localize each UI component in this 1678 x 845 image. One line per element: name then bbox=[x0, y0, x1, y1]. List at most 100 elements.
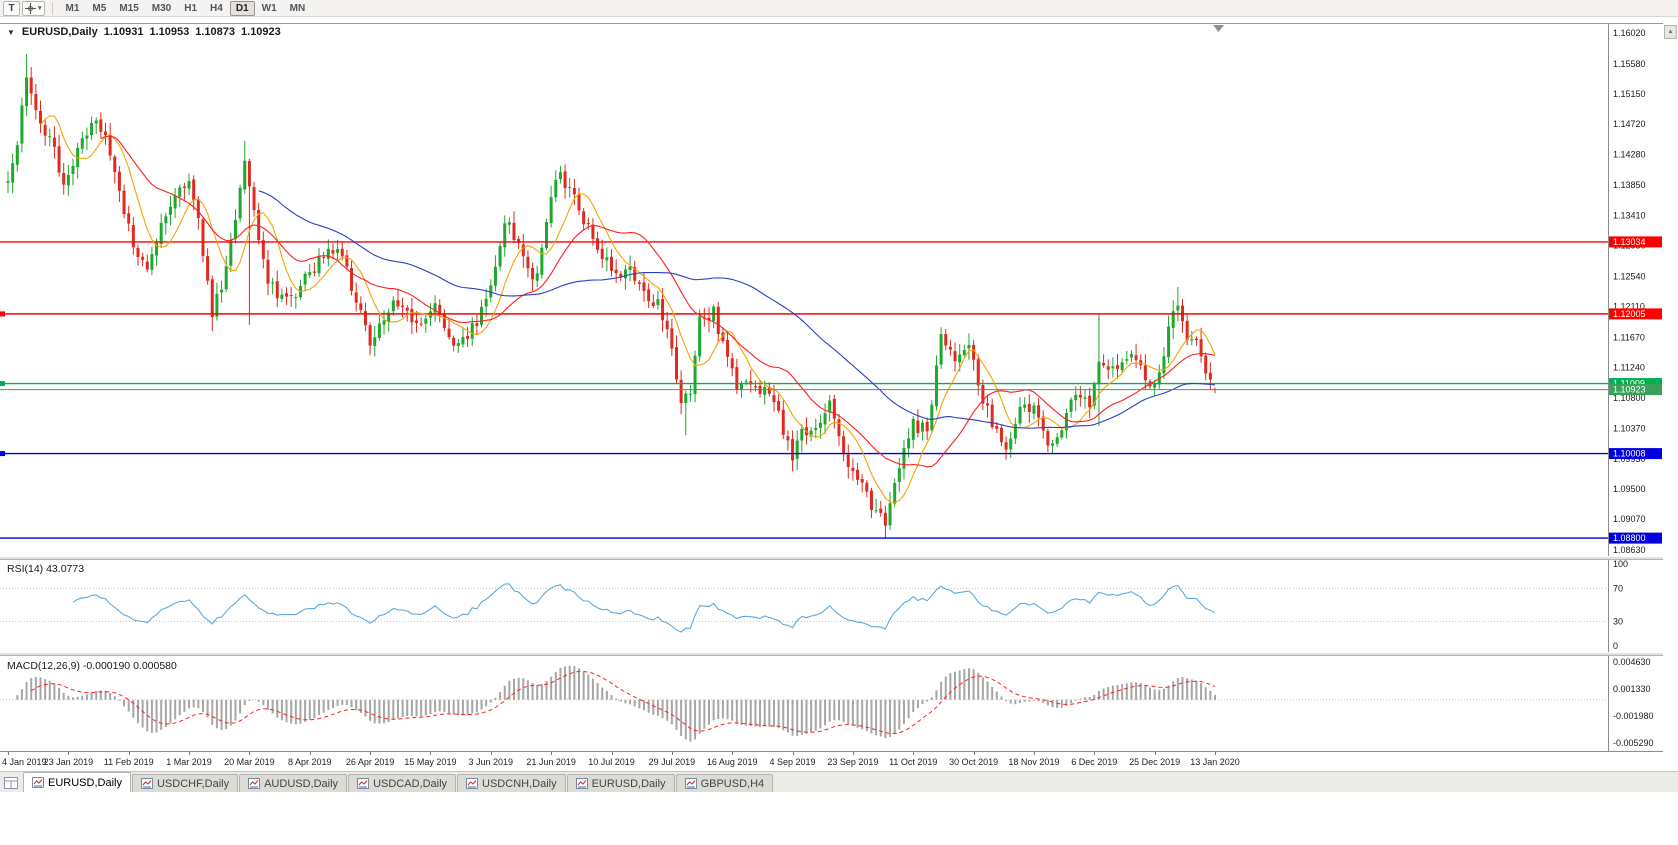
toolbar-button-t-label: T bbox=[8, 2, 15, 14]
chart-tab-label: USDCAD,Daily bbox=[373, 777, 448, 790]
toolbar-button-t[interactable]: T bbox=[3, 0, 20, 16]
chart-shift-marker[interactable] bbox=[1213, 25, 1224, 32]
time-axis-label: 20 Mar 2019 bbox=[224, 757, 275, 767]
time-axis-label: 3 Jun 2019 bbox=[468, 757, 514, 767]
line-anchor-marker[interactable] bbox=[0, 311, 5, 317]
charts-grid-icon bbox=[4, 776, 18, 789]
price-axis-label: 1.14720 bbox=[1613, 119, 1646, 129]
current-price-label bbox=[1609, 384, 1662, 396]
price-axis-label: 1.09070 bbox=[1613, 514, 1646, 524]
toolbar-separator bbox=[51, 1, 53, 15]
ohlc-low: 1.10873 bbox=[195, 26, 236, 38]
time-axis-tick bbox=[68, 752, 70, 755]
ohlc-high: 1.10953 bbox=[149, 26, 190, 38]
horizontal-lines[interactable] bbox=[0, 241, 1608, 539]
timeframe-button-h1[interactable]: H1 bbox=[178, 1, 203, 16]
time-axis-tick bbox=[671, 752, 673, 755]
cursor-tool-button[interactable]: ▾ bbox=[22, 0, 45, 16]
ma-mid-line bbox=[100, 135, 1216, 468]
scroll-up-button[interactable]: ▲ bbox=[1664, 25, 1677, 39]
macd-histogram bbox=[16, 665, 1216, 742]
hline-price-label bbox=[1609, 236, 1662, 248]
time-axis-tick bbox=[1154, 752, 1156, 755]
macd-label: MACD(12,26,9) -0.000190 0.000580 bbox=[7, 660, 177, 672]
time-axis-label: 8 Apr 2019 bbox=[287, 757, 332, 767]
chart-tab-label: AUDUSD,Daily bbox=[264, 777, 339, 790]
chart-tabs: EURUSD,Daily USDCHF,Daily AUDUSD,Daily USDC… bbox=[23, 772, 774, 792]
chart-title: ▼ EURUSD,Daily 1.10931 1.10953 1.10873 1… bbox=[7, 26, 281, 38]
svg-text:1.08800: 1.08800 bbox=[1613, 533, 1646, 543]
chart-tab-gbpusd-h4[interactable]: GBPUSD,H4 bbox=[675, 774, 774, 792]
rsi-indicator-panel[interactable]: 100 70 30 0 bbox=[0, 560, 1663, 652]
time-axis-label: 4 Jan 2019 bbox=[2, 757, 47, 767]
chart-tab-eurusd-daily[interactable]: EURUSD,Daily bbox=[23, 772, 131, 792]
time-axis-label: 30 Oct 2019 bbox=[949, 757, 999, 767]
timeframe-button-d1[interactable]: D1 bbox=[229, 0, 255, 16]
time-axis-tick bbox=[1033, 752, 1035, 755]
chart-tab-usdcnh-daily[interactable]: USDCNH,Daily bbox=[457, 774, 566, 792]
macd-axis-label: 0.001330 bbox=[1613, 684, 1651, 694]
time-axis-label: 10 Jul 2019 bbox=[588, 757, 635, 767]
time-axis-label: 4 Sep 2019 bbox=[769, 757, 816, 767]
timeframe-button-m5[interactable]: M5 bbox=[86, 1, 112, 16]
one-click-trading-arrow-icon[interactable]: ▼ bbox=[7, 27, 15, 37]
price-axis-label: 1.10800 bbox=[1613, 393, 1646, 403]
timeframe-button-m30[interactable]: M30 bbox=[146, 1, 177, 16]
tab-bar-menu-icon[interactable] bbox=[2, 774, 20, 791]
price-axis-label: 1.08630 bbox=[1613, 545, 1646, 555]
price-axis[interactable]: 1.16020 1.15580 1.15150 1.14720 1.14280 1.138… bbox=[1613, 28, 1646, 555]
chart-tab-label: EURUSD,Daily bbox=[48, 776, 122, 789]
time-axis-tick bbox=[973, 752, 975, 755]
macd-axis-label: 0.004630 bbox=[1613, 657, 1651, 667]
price-axis-label: 1.12110 bbox=[1613, 302, 1645, 312]
macd-signal-line bbox=[30, 670, 1216, 735]
time-axis-tick bbox=[189, 752, 191, 755]
rsi-line bbox=[72, 583, 1216, 633]
chart-tab-audusd-daily[interactable]: AUDUSD,Daily bbox=[239, 774, 348, 792]
price-axis-label: 1.16020 bbox=[1613, 28, 1646, 38]
dropdown-caret-icon: ▾ bbox=[38, 5, 42, 12]
svg-text:1.10923: 1.10923 bbox=[1613, 385, 1646, 395]
macd-indicator-panel[interactable]: 0.004630 0.001330 -0.001980 -0.005290 bbox=[0, 656, 1663, 751]
chart-tab-icon bbox=[248, 778, 261, 789]
line-anchor-marker[interactable] bbox=[0, 451, 5, 457]
timeframe-button-w1[interactable]: W1 bbox=[256, 1, 283, 16]
line-anchor-marker[interactable] bbox=[0, 381, 5, 387]
time-axis-tick bbox=[1094, 752, 1096, 755]
time-axis-label: 15 May 2019 bbox=[404, 757, 457, 767]
timeframe-button-m15[interactable]: M15 bbox=[113, 1, 144, 16]
price-axis-label: 1.11240 bbox=[1613, 362, 1645, 372]
time-axis-tick bbox=[792, 752, 794, 755]
price-axis-label: 1.11670 bbox=[1613, 332, 1645, 342]
price-axis-label: 1.15150 bbox=[1613, 89, 1646, 99]
price-axis-label: 1.15580 bbox=[1613, 59, 1646, 69]
chart-tab-eurusd-daily[interactable]: EURUSD,Daily bbox=[566, 774, 675, 792]
rsi-axis-label: 0 bbox=[1613, 641, 1618, 651]
time-axis-label: 11 Feb 2019 bbox=[103, 757, 154, 767]
timeframe-button-h4[interactable]: H4 bbox=[204, 1, 229, 16]
rsi-label: RSI(14) 43.0773 bbox=[7, 563, 85, 575]
chart-tab-usdchf-daily[interactable]: USDCHF,Daily bbox=[131, 774, 239, 792]
time-axis[interactable]: 4 Jan 2019 23 Jan 2019 11 Feb 2019 1 Mar 20… bbox=[0, 751, 1663, 769]
time-axis-tick bbox=[430, 752, 432, 755]
panel-splitter[interactable] bbox=[0, 652, 1663, 656]
time-axis-label: 13 Jan 2020 bbox=[1190, 757, 1240, 767]
main-price-chart[interactable]: 1.16020 1.15580 1.15150 1.14720 1.14280 1.138… bbox=[0, 23, 1663, 556]
chart-tab-icon bbox=[466, 778, 479, 789]
ohlc-open: 1.10931 bbox=[103, 26, 144, 38]
timeframe-button-m1[interactable]: M1 bbox=[60, 1, 86, 16]
price-axis-label: 1.13850 bbox=[1613, 180, 1646, 190]
time-axis-label: 16 Aug 2019 bbox=[706, 757, 758, 767]
macd-axis-label: -0.005290 bbox=[1613, 738, 1654, 748]
time-axis-label: 6 Dec 2019 bbox=[1071, 757, 1118, 767]
time-axis-tick bbox=[913, 752, 915, 755]
timeframe-button-mn[interactable]: MN bbox=[284, 1, 312, 16]
chart-tab-usdcad-daily[interactable]: USDCAD,Daily bbox=[348, 774, 457, 792]
ma-slow-line bbox=[258, 190, 1216, 429]
ohlc-close: 1.10923 bbox=[241, 26, 281, 38]
candlestick-series bbox=[6, 53, 1217, 539]
svg-text:1.12005: 1.12005 bbox=[1613, 309, 1646, 319]
panel-splitter[interactable] bbox=[0, 556, 1663, 560]
crosshair-tool-icon bbox=[25, 2, 36, 14]
time-axis-tick bbox=[8, 752, 9, 755]
